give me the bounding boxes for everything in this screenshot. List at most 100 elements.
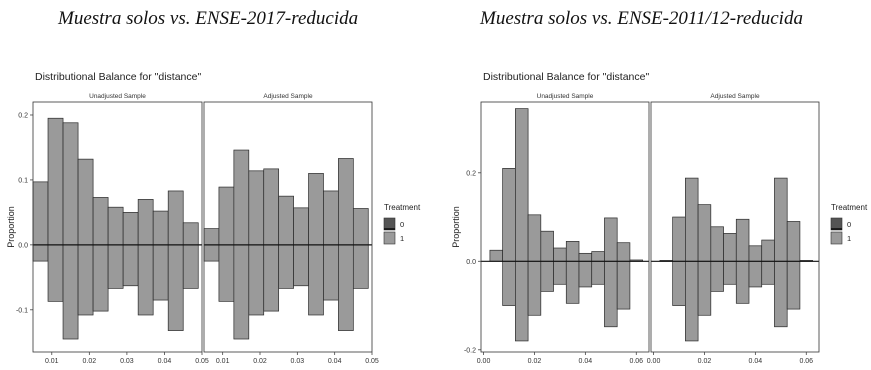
bar-treatment-0 [248,244,265,316]
figure-caption-right: Muestra solos vs. ENSE-2011/12-reducida [480,8,803,29]
bar-treatment-0 [697,260,712,316]
bar-treatment-0 [32,244,49,262]
bar-treatment-0 [761,260,775,285]
x-tick-label: 0.04 [158,358,172,365]
bar-treatment-0 [77,244,94,316]
bar-treatment-1 [338,158,354,246]
legend-swatch-1 [383,231,396,245]
bar-treatment-1 [32,181,49,246]
bar-treatment-0 [137,244,154,316]
panel-label: Unadjusted Sample [89,93,146,100]
y-tick-label: 0.2 [18,112,28,119]
figure-caption-left: Muestra solos vs. ENSE-2017-reducida [58,8,359,29]
bar-treatment-0 [786,260,801,310]
y-axis-label: Proportion [451,206,461,248]
legend-title: Treatment [384,203,421,212]
x-tick-label: 0.06 [629,358,643,365]
y-tick-label: 0.0 [18,242,28,249]
x-tick-label: 0.04 [328,358,342,365]
bar-treatment-0 [685,260,699,342]
legend-label: 1 [847,234,851,243]
x-tick-label: 0.04 [579,358,593,365]
bar-treatment-1 [685,177,699,262]
bar-treatment-1 [502,168,516,262]
x-tick-label: 0.00 [477,358,491,365]
x-tick-label: 0.02 [83,358,97,365]
legend-swatch-0 [830,217,843,231]
x-tick-label: 0.00 [647,358,661,365]
bar-treatment-1 [323,190,339,246]
bar-treatment-1 [761,239,775,262]
bar-treatment-0 [502,260,516,306]
bar-treatment-1 [578,252,593,262]
chart-2017: Distributional Balance for "distance" Pro… [6,71,421,365]
y-tick-label: 0.1 [18,177,28,184]
bar-treatment-0 [735,260,750,304]
legend-label: 0 [400,220,404,229]
chart-title: Distributional Balance for "distance" [35,71,201,83]
bar-treatment-0 [182,244,199,289]
bar-treatment-0 [578,260,593,288]
bar-treatment-0 [323,244,339,301]
legend-title: Treatment [831,203,868,212]
x-tick-label: 0.03 [291,358,305,365]
bar-treatment-0 [540,260,554,292]
bar-treatment-0 [122,244,139,287]
bar-treatment-1 [218,186,235,246]
bar-treatment-1 [748,245,763,262]
bar-treatment-1 [616,242,631,262]
x-axis-label: distance [634,363,666,365]
x-tick-label: 0.02 [253,358,267,365]
bar-treatment-1 [527,214,542,262]
bar-treatment-0 [710,260,724,292]
x-tick-label: 0.03 [120,358,134,365]
bar-treatment-1 [553,247,567,262]
x-tick-label: 0.02 [698,358,712,365]
bar-treatment-1 [47,117,64,246]
legend-swatch-1 [830,231,843,245]
chart-2011: Distributional Balance for "distance" Pro… [451,71,868,365]
bar-treatment-1 [62,122,79,246]
bar-treatment-0 [565,260,580,304]
bar-treatment-0 [152,244,169,301]
bar-treatment-0 [338,244,354,331]
panel-border [650,101,820,353]
bar-treatment-1 [565,241,580,262]
bar-treatment-0 [672,260,686,306]
x-tick-label: 0.02 [528,358,542,365]
bar-treatment-0 [263,244,280,312]
bar-treatment-1 [122,212,139,246]
panel-border [480,101,650,353]
bar-treatment-1 [167,190,184,246]
bar-treatment-1 [710,226,724,262]
panel-label: Adjusted Sample [710,93,760,100]
bar-treatment-0 [107,244,124,289]
y-tick-label: -0.2 [464,347,476,354]
x-tick-label: 0.06 [799,358,813,365]
bar-treatment-1 [182,222,199,246]
y-tick-label: 0.2 [466,170,476,177]
bar-treatment-0 [748,260,763,288]
bar-treatment-0 [92,244,109,312]
bar-treatment-1 [352,208,369,246]
bar-treatment-0 [233,244,250,340]
panel-label: Unadjusted Sample [537,93,594,100]
bar-treatment-0 [527,260,542,316]
panel-border [32,101,203,353]
bar-treatment-0 [278,244,294,289]
bar-treatment-0 [203,244,220,262]
bar-treatment-0 [62,244,79,340]
bar-treatment-1 [489,249,503,262]
bar-treatment-1 [92,197,109,246]
x-tick-label: 0.05 [195,358,209,365]
bar-treatment-0 [293,244,309,287]
bar-treatment-1 [723,233,737,262]
y-tick-label: -0.1 [16,307,28,314]
bar-treatment-0 [47,244,64,302]
bar-treatment-1 [263,168,280,246]
bar-treatment-1 [774,177,788,262]
bar-treatment-1 [515,108,529,262]
bar-treatment-1 [540,230,554,262]
bar-treatment-1 [604,217,618,262]
bar-treatment-1 [697,204,712,262]
